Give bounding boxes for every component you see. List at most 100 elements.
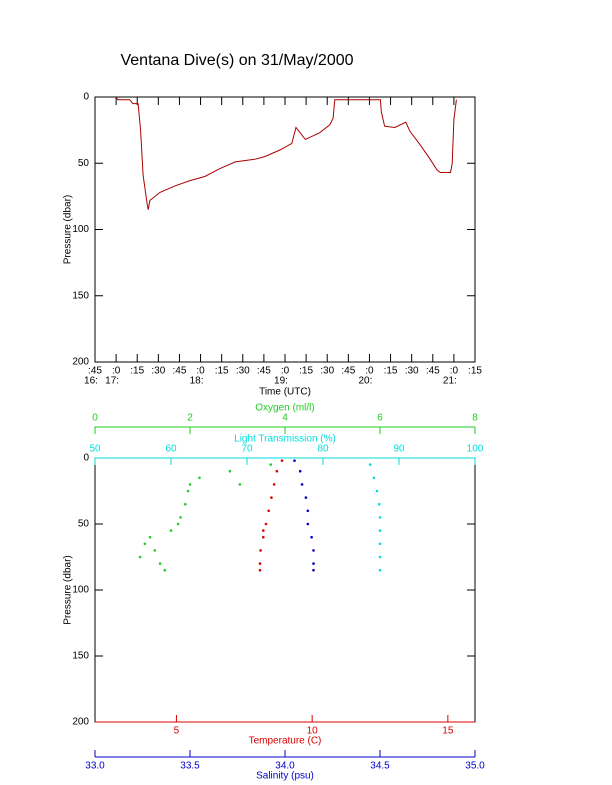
y-axis-label: Pressure (dbar) (63, 195, 74, 264)
profile-point (188, 483, 192, 486)
plot-frame (94, 96, 476, 363)
x-tick-label: :45 (88, 366, 102, 377)
x-tick-label: :30 (405, 366, 419, 377)
profile-point (368, 463, 372, 466)
profile-point (176, 522, 180, 526)
profile-point (261, 535, 265, 539)
x-hour-label: 17: (105, 376, 119, 387)
chart-title: Ventana Dive(s) on 31/May/2000 (120, 52, 353, 69)
profile-point (280, 459, 284, 462)
profile-point (270, 496, 273, 499)
profile-point (298, 469, 302, 473)
y-tick-label: 100 (72, 224, 89, 235)
profile-point (306, 509, 310, 513)
profile-point (304, 496, 308, 499)
profile-point (375, 489, 379, 493)
x-tick-label: :15 (130, 366, 144, 377)
x-tick-label: 10 (307, 726, 319, 737)
profile-point (267, 509, 271, 513)
x-tick-label: 70 (241, 444, 253, 455)
x-tick-label: :45 (257, 366, 271, 377)
profile-point (258, 568, 262, 572)
profile-point (269, 463, 273, 466)
profile-point (293, 459, 296, 462)
profile-point (372, 476, 376, 480)
profile-point (378, 542, 382, 546)
x-tick-label: :45 (341, 366, 355, 377)
x-hour-label: 20: (358, 376, 372, 387)
x-tick-label: :30 (236, 366, 250, 377)
x-tick-label: :15 (215, 366, 229, 377)
y-tick-label: 0 (83, 453, 89, 464)
x-tick-label: 90 (393, 444, 405, 455)
profile-point (378, 529, 382, 532)
y-tick-label: 150 (72, 290, 89, 301)
x-tick-label: :15 (384, 366, 398, 377)
profile-point (261, 529, 265, 532)
x-tick-label: 6 (377, 413, 383, 424)
x-tick-label: 35.0 (465, 761, 485, 772)
y-axis-label: Pressure (dbar) (63, 555, 74, 624)
profile-point (158, 562, 162, 565)
x-tick-label: 34.0 (275, 761, 295, 772)
x-tick-label: 5 (174, 726, 180, 737)
x-hour-label: 16: (84, 376, 98, 387)
x-tick-label: :15 (299, 366, 313, 377)
profile-point (310, 535, 313, 539)
profile-point (179, 516, 182, 519)
profile-point (143, 542, 147, 546)
x-tick-label: 60 (165, 444, 177, 455)
x-tick-label: 50 (89, 444, 101, 455)
y-tick-label: 200 (72, 717, 89, 728)
profile-point (153, 549, 157, 552)
profile-point (169, 529, 173, 532)
profile-point (272, 483, 276, 486)
x-axis-label: Salinity (psu) (256, 771, 314, 782)
x-axis-label: Temperature (C) (249, 736, 322, 747)
profile-point (198, 476, 201, 480)
y-tick-label: 150 (72, 651, 89, 662)
x-axis-label: Light Transmission (%) (234, 434, 336, 445)
profile-point (378, 516, 382, 519)
x-tick-label: :0 (365, 366, 374, 377)
profile-point (378, 555, 382, 559)
profile-point (183, 502, 187, 506)
profile-point (275, 469, 279, 473)
y-tick-label: 0 (83, 92, 89, 103)
profile-point (228, 469, 232, 473)
profile-point (377, 502, 381, 506)
x-axis-label: Oxygen (ml/l) (255, 403, 314, 414)
profile-point (148, 535, 152, 539)
x-tick-label: 2 (187, 413, 193, 424)
y-tick-label: 50 (78, 519, 90, 530)
x-tick-label: :45 (172, 366, 186, 377)
profile-point (259, 549, 262, 552)
x-tick-label: 33.5 (180, 761, 200, 772)
profile-point (312, 549, 315, 552)
x-tick-label: 8 (472, 413, 478, 424)
plot-frame (94, 457, 476, 723)
x-tick-label: :30 (151, 366, 165, 377)
profile-point (300, 483, 304, 486)
x-tick-label: 80 (317, 444, 329, 455)
x-tick-label: 33.0 (85, 761, 105, 772)
profile-point (378, 568, 382, 572)
x-axis-label: Time (UTC) (259, 387, 311, 398)
profile-point (238, 483, 242, 486)
x-tick-label: 0 (92, 413, 98, 424)
x-tick-label: 15 (442, 726, 454, 737)
x-hour-label: 19: (274, 376, 288, 387)
x-hour-label: 21: (443, 376, 457, 387)
profile-point (264, 522, 268, 526)
y-tick-label: 50 (78, 158, 90, 169)
x-tick-label: 34.5 (370, 761, 390, 772)
x-tick-label: :0 (196, 366, 205, 377)
x-tick-label: 4 (282, 413, 288, 424)
x-tick-label: :30 (320, 366, 334, 377)
y-tick-label: 100 (72, 585, 89, 596)
profile-point (186, 489, 190, 493)
x-tick-label: :45 (426, 366, 440, 377)
profile-point (312, 568, 315, 572)
profile-point (306, 522, 310, 526)
